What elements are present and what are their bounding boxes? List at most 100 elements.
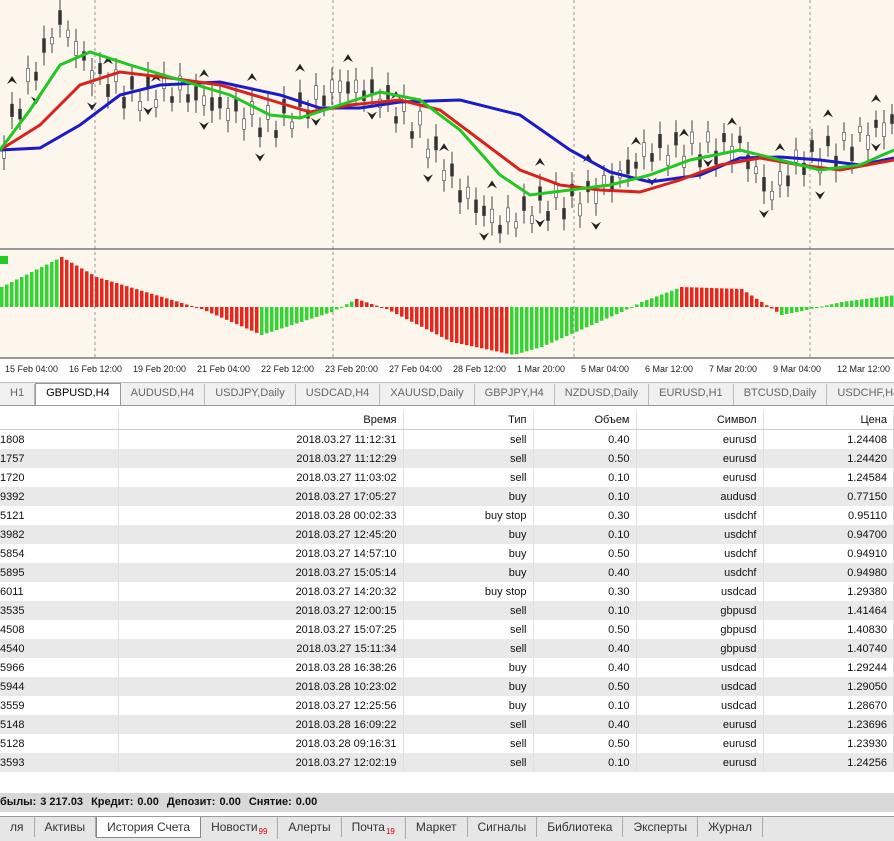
candle-body: [562, 208, 566, 220]
cell: eurusd: [636, 468, 764, 487]
candle-body: [866, 135, 870, 150]
chart-tab[interactable]: EURUSD,H1: [649, 384, 734, 405]
cell: 2018.03.28 10:23:02: [118, 677, 404, 696]
cell: 0.30: [533, 506, 637, 525]
candle-body: [698, 154, 702, 168]
order-row[interactable]: 5121 2018.03.28 00:02:33 buy stop 0.30 usdch…: [0, 506, 894, 525]
candle-body: [650, 153, 654, 162]
histogram-bar: [675, 288, 679, 307]
chart-tab[interactable]: USDCAD,H4: [296, 384, 381, 405]
status-value: 0.00: [219, 796, 241, 808]
terminal-tab[interactable]: Алерты: [278, 817, 342, 837]
cell: 2018.03.27 17:05:27: [118, 487, 404, 506]
order-row[interactable]: 6011 2018.03.27 14:20:32 buy stop 0.30 usdca…: [0, 582, 894, 601]
terminal-tab[interactable]: Маркет: [406, 817, 468, 837]
order-row[interactable]: 3535 2018.03.27 12:00:15 sell 0.10 gbpusd 1.4…: [0, 601, 894, 620]
cell: 2018.03.28 00:02:33: [118, 506, 404, 525]
histogram-bar: [890, 295, 894, 307]
candle-body: [122, 96, 126, 109]
column-header: Символ: [636, 410, 764, 430]
chart-tab[interactable]: NZDUSD,Daily: [555, 384, 650, 405]
cell: sell: [403, 734, 534, 753]
histogram-bar: [810, 307, 814, 309]
cell: 1.23696: [763, 715, 894, 734]
histogram-bar: [765, 305, 769, 307]
order-row[interactable]: 5966 2018.03.28 16:38:26 buy 0.40 usdcad 1.29…: [0, 658, 894, 677]
candle-body: [370, 79, 374, 94]
order-row[interactable]: 5128 2018.03.28 09:16:31 sell 0.50 eurusd 1.2…: [0, 734, 894, 753]
chart-tab[interactable]: GBPJPY,H4: [475, 384, 555, 405]
candle-body: [50, 36, 54, 45]
order-row[interactable]: 9392 2018.03.27 17:05:27 buy 0.10 audusd 0.77…: [0, 487, 894, 506]
histogram-bar: [555, 307, 559, 341]
candle-body: [522, 196, 526, 211]
fractal-arrow: [367, 111, 377, 120]
histogram-bar: [475, 307, 479, 348]
order-row[interactable]: 3593 2018.03.27 12:02:19 sell 0.10 eurusd 1.2…: [0, 753, 894, 772]
candle-body: [434, 136, 438, 151]
order-row[interactable]: 5895 2018.03.27 15:05:14 buy 0.40 usdchf 0.94…: [0, 563, 894, 582]
candle-body: [98, 63, 102, 75]
cell: 5944: [0, 677, 119, 696]
candle-body: [138, 100, 142, 112]
candle-body: [218, 96, 222, 109]
ma-red: [0, 70, 894, 194]
terminal-tab[interactable]: Библиотека: [537, 817, 624, 837]
terminal-tab[interactable]: Почта19: [342, 817, 406, 840]
terminal-tab[interactable]: Новости99: [201, 817, 279, 840]
terminal-tab[interactable]: Эксперты: [623, 817, 699, 837]
tab-label: Сигналы: [477, 820, 527, 834]
chart-tab[interactable]: USDJPY,Daily: [205, 384, 296, 405]
histogram-bar: [660, 294, 664, 307]
cell: 0.40: [533, 715, 637, 734]
candle-body: [506, 207, 510, 223]
histogram-bar: [570, 307, 574, 334]
terminal-tab[interactable]: Активы: [35, 817, 97, 837]
terminal-tab[interactable]: Журнал: [698, 817, 763, 837]
histogram-bar: [880, 296, 884, 307]
terminal-tab[interactable]: История Счета: [96, 817, 202, 838]
order-row[interactable]: 5854 2018.03.27 14:57:10 buy 0.50 usdchf 0.94…: [0, 544, 894, 563]
order-row[interactable]: 4540 2018.03.27 15:11:34 sell 0.40 gbpusd 1.4…: [0, 639, 894, 658]
chart-tab[interactable]: BTCUSD,Daily: [734, 384, 828, 405]
chart-tab[interactable]: GBPUSD,H4: [35, 383, 121, 405]
order-row[interactable]: 4508 2018.03.27 15:07:25 sell 0.50 gbpusd 1.4…: [0, 620, 894, 639]
histogram-bar: [305, 307, 309, 321]
candle-body: [778, 171, 782, 186]
chart-tab[interactable]: AUDUSD,H4: [121, 384, 206, 405]
cell: 1.41464: [763, 601, 894, 620]
histogram-bar: [610, 307, 614, 317]
tab-label: ля: [10, 820, 24, 834]
order-row[interactable]: 5148 2018.03.28 16:09:22 sell 0.40 eurusd 1.2…: [0, 715, 894, 734]
histogram-bar: [115, 283, 119, 307]
chart-tab[interactable]: H1: [0, 384, 36, 405]
histogram-bar: [790, 307, 794, 313]
cell: usdchf: [636, 544, 764, 563]
candle-body: [738, 135, 742, 144]
chart-tab[interactable]: XAUUSD,Daily: [380, 384, 475, 405]
tab-label: Библиотека: [547, 820, 613, 834]
order-row[interactable]: 1720 2018.03.27 11:03:02 sell 0.10 eurusd 1.2…: [0, 468, 894, 487]
order-row[interactable]: 1808 2018.03.27 11:12:31 sell 0.40 eurusd 1.2…: [0, 429, 894, 449]
order-row[interactable]: 3982 2018.03.27 12:45:20 buy 0.10 usdchf 0.94…: [0, 525, 894, 544]
order-row[interactable]: 1757 2018.03.27 11:12:29 sell 0.50 eurusd 1.2…: [0, 449, 894, 468]
cell: 1.40830: [763, 620, 894, 639]
status-value: 0.00: [137, 796, 159, 808]
cell: 2018.03.27 14:57:10: [118, 544, 404, 563]
cell: buy stop: [403, 582, 534, 601]
chart-tab[interactable]: USDCHF,H4: [827, 384, 894, 405]
candle-body: [802, 162, 806, 175]
terminal-tab[interactable]: ля: [0, 817, 35, 837]
histogram-bar: [335, 307, 339, 310]
terminal-tab[interactable]: Сигналы: [468, 817, 538, 837]
histogram-bar: [640, 302, 644, 307]
order-row[interactable]: 3559 2018.03.27 12:25:56 buy 0.10 usdcad 1.28…: [0, 696, 894, 715]
order-row[interactable]: 5944 2018.03.28 10:23:02 buy 0.50 usdcad 1.29…: [0, 677, 894, 696]
cell: sell: [403, 639, 534, 658]
time-label: 21 Feb 04:00: [197, 364, 250, 374]
histogram-bar: [695, 287, 699, 307]
histogram-bar: [195, 307, 199, 308]
histogram-bar: [75, 265, 79, 307]
histogram-bar: [100, 278, 104, 307]
cell: 0.10: [533, 753, 637, 772]
